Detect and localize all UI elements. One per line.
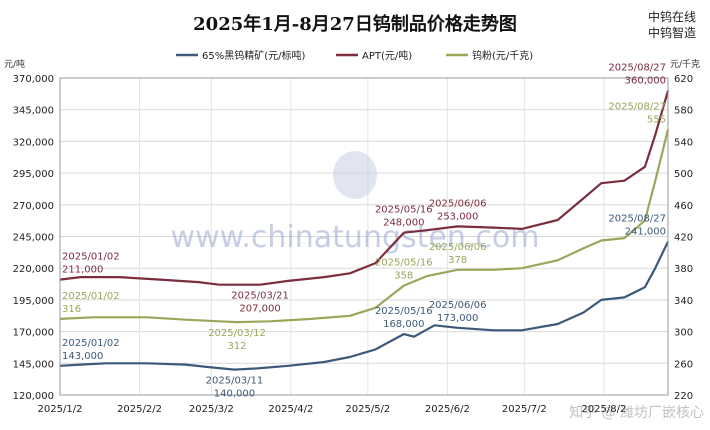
annotation-date: 2025/01/02 xyxy=(62,291,120,302)
x-tick-label: 2025/2/2 xyxy=(117,404,162,415)
watermark-logo-shape xyxy=(333,151,377,199)
annotation-value: 248,000 xyxy=(383,218,424,229)
annotation-date: 2025/06/06 xyxy=(429,198,487,209)
annotation-value: 143,000 xyxy=(62,351,103,362)
annotation-date: 2025/01/02 xyxy=(62,252,120,263)
series-line-1 xyxy=(59,90,670,286)
annotation-value: 358 xyxy=(394,271,413,282)
x-tick-label: 2025/7/2 xyxy=(502,404,547,415)
annotation-value: 555 xyxy=(647,115,666,126)
right-tick-label: 580 xyxy=(674,106,693,117)
left-tick-label: 370,000 xyxy=(13,74,54,85)
legend-label-1: APT(元/吨) xyxy=(362,49,412,62)
annotation-value: 360,000 xyxy=(625,76,666,87)
annotation-value: 316 xyxy=(62,304,81,315)
watermark-layer: www.chinatungsten.com 知乎 @ 潍坊厂嵌核心 xyxy=(171,151,704,421)
left-tick-label: 220,000 xyxy=(13,264,54,275)
right-tick-label: 220 xyxy=(674,391,693,402)
annotation-value: 207,000 xyxy=(239,304,280,315)
series-layer xyxy=(59,90,670,371)
chart-title: 2025年1月-8月27日钨制品价格走势图 xyxy=(193,13,517,35)
annotation-value: 140,000 xyxy=(214,389,255,400)
legend: 65%黑钨精矿(元/标吨) APT(元/吨) 钨粉(元/千克) xyxy=(176,49,533,62)
left-tick-label: 170,000 xyxy=(13,328,54,339)
left-axis-unit: 元/吨 xyxy=(4,58,25,70)
annotation-date: 2025/08/27 xyxy=(608,63,666,74)
left-tick-label: 145,000 xyxy=(13,359,54,370)
x-tick-label: 2025/3/2 xyxy=(189,404,234,415)
annotation-date: 2025/03/11 xyxy=(206,376,264,387)
right-tick-label: 500 xyxy=(674,169,693,180)
x-tick-label: 2025/5/2 xyxy=(345,404,390,415)
left-tick-label: 195,000 xyxy=(13,296,54,307)
plot-frame xyxy=(59,77,669,396)
annotation-value: 378 xyxy=(448,255,467,266)
brand-line-2: 中钨智造 xyxy=(648,25,696,40)
right-tick-label: 620 xyxy=(674,74,693,85)
watermark-text: www.chinatungsten.com xyxy=(171,220,540,255)
right-tick-label: 540 xyxy=(674,137,693,148)
annotation-date: 2025/03/21 xyxy=(231,291,289,302)
right-axis-unit: 元/千克 xyxy=(670,59,700,70)
x-tick-label: 2025/1/2 xyxy=(38,404,83,415)
annotation-date: 2025/08/27 xyxy=(608,102,666,113)
footer-watermark: 知乎 @ 潍坊厂嵌核心 xyxy=(569,404,704,421)
legend-label-2: 钨粉(元/千克) xyxy=(472,49,533,62)
x-tick-label: 2025/6/2 xyxy=(425,404,470,415)
right-tick-label: 420 xyxy=(674,233,693,244)
left-tick-label: 345,000 xyxy=(13,106,54,117)
annotation-date: 2025/01/02 xyxy=(62,338,120,349)
annotation-value: 173,000 xyxy=(437,313,478,324)
left-tick-label: 120,000 xyxy=(13,391,54,402)
annotation-date: 2025/03/12 xyxy=(208,328,266,339)
legend-label-0: 65%黑钨精矿(元/标吨) xyxy=(202,49,305,62)
series-line-2 xyxy=(59,129,670,324)
annotation-value: 312 xyxy=(227,341,246,352)
left-tick-label: 270,000 xyxy=(13,201,54,212)
right-tick-label: 380 xyxy=(674,264,693,275)
left-tick-label: 320,000 xyxy=(13,137,54,148)
x-tick-label: 2025/8/2 xyxy=(581,404,626,415)
annotation-date: 2025/06/06 xyxy=(429,300,487,311)
right-tick-label: 260 xyxy=(674,359,693,370)
right-tick-label: 460 xyxy=(674,201,693,212)
annotation-value: 168,000 xyxy=(383,319,424,330)
annotation-date: 2025/06/06 xyxy=(429,242,487,253)
left-tick-label: 245,000 xyxy=(13,233,54,244)
right-tick-label: 300 xyxy=(674,328,693,339)
annotation-date: 2025/05/16 xyxy=(375,258,433,269)
annotation-value: 211,000 xyxy=(62,265,103,276)
annotation-date: 2025/05/16 xyxy=(375,205,433,216)
axis-layer: 120,000 145,000 170,000 195,000 220,000 245,0… xyxy=(13,74,693,415)
annotation-value: 241,000 xyxy=(625,227,666,238)
brand-line-1: 中钨在线 xyxy=(648,9,696,24)
annotation-value: 253,000 xyxy=(437,211,478,222)
left-tick-label: 295,000 xyxy=(13,169,54,180)
annotation-date: 2025/08/27 xyxy=(608,214,666,225)
annotation-layer: 2025/01/02 143,000 2025/03/11 140,000 2025/0… xyxy=(62,63,666,400)
right-tick-label: 340 xyxy=(674,296,693,307)
series-line-0 xyxy=(59,241,669,371)
annotation-date: 2025/05/16 xyxy=(375,306,433,317)
x-tick-label: 2025/4/2 xyxy=(268,404,313,415)
grid-lines xyxy=(60,78,668,395)
